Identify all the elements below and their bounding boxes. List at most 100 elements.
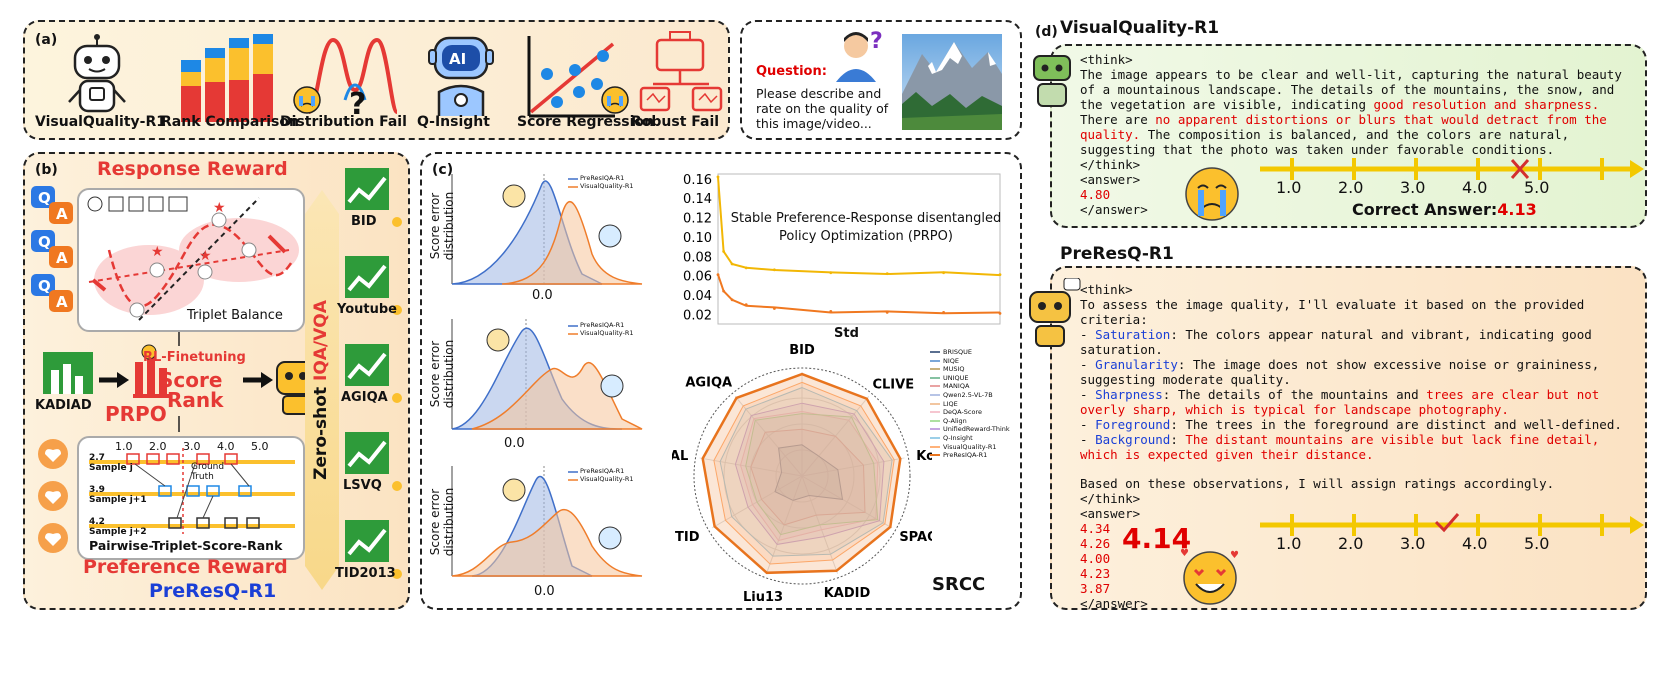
line-point — [829, 271, 833, 275]
radar-legend-item: MUSIQ — [930, 365, 1010, 374]
question-panel: Question: Please describe and rate on th… — [740, 20, 1022, 140]
vq-tick-3: 3.0 — [1400, 178, 1426, 197]
pr-score-scale — [1260, 513, 1644, 536]
pr-item-foreground-value: : The trees in the foreground are distin… — [1170, 417, 1622, 432]
ground-truth-word-2: Truth — [191, 472, 214, 482]
model1-title: VisualQuality-R1 — [1060, 18, 1220, 38]
model2-title: PreResQ-R1 — [1060, 244, 1174, 264]
dataset-label-youtube: Youtube — [337, 302, 397, 317]
legend-3-orange: VisualQuality-R1 — [580, 475, 634, 483]
qa-letter-q3: Q — [38, 277, 51, 295]
qa-pair-1 — [31, 186, 73, 224]
pairwise-graph — [89, 448, 295, 534]
kadiad-icon — [43, 352, 93, 394]
dist-ylabel-3: Score error distribution — [428, 488, 456, 556]
radar-legend-swatch — [930, 436, 940, 439]
ground-truth-word-1: Ground — [191, 462, 225, 472]
dist-xtick-3: 0.0 — [534, 584, 555, 599]
radar-legend-swatch — [930, 445, 940, 448]
quality-icons — [87, 196, 188, 212]
radar-legend-label: Qwen2.5-VL-7B — [943, 390, 993, 399]
panel-c: (c) PreResIQA-R1 VisualQuality-R1 PreResI… — [420, 152, 1022, 610]
kadiad-label: KADIAD — [35, 398, 92, 413]
svg-text:★: ★ — [213, 200, 226, 216]
rl-finetuning-label: RL-Finetuning — [143, 350, 246, 365]
line-chart-ytick: 0.06 — [683, 270, 712, 285]
dataset-icon-lsvq — [345, 432, 402, 491]
line-chart-ytick: 0.12 — [683, 212, 712, 227]
radar-series-Q-Insight — [719, 387, 893, 557]
pr-item-granularity: - Granularity: The image does not show e… — [1080, 357, 1600, 387]
pr-tick-3: 3.0 — [1400, 534, 1426, 553]
qa-letter-a2: A — [56, 249, 68, 267]
legend-swatches-2 — [568, 325, 578, 335]
dist-plot-1 — [451, 174, 643, 285]
radar-legend-swatch — [930, 368, 940, 371]
radar-chart: BID CLIVE KonIQ SPAQ KADID Liu13 TID PIPAL AGIQA — [672, 344, 932, 605]
radar-legend-label: UNIQUE — [943, 373, 969, 382]
pr-item-sharpness-value: : The details of the mountains and — [1162, 387, 1427, 402]
pr-answer-1: 4.34 — [1080, 521, 1111, 536]
dist-ylabel-2-l1: Score error — [428, 340, 442, 408]
line-point — [885, 310, 889, 314]
dist-ylabel-3-l2: distribution — [442, 487, 456, 557]
question-label: Question: — [756, 64, 827, 79]
radar-outer-ring — [693, 367, 911, 585]
robot-pr-icon-large — [1029, 278, 1081, 347]
dist-ylabel-1-l1: Score error — [428, 192, 442, 260]
pr-item-background-value: : — [1170, 432, 1186, 447]
pr-response: <think> To assess the image quality, I'l… — [1080, 282, 1640, 611]
line-point — [998, 311, 1002, 315]
score-regression-icon — [527, 36, 629, 118]
radar-axis-label: CLIVE — [872, 378, 914, 393]
pr-answer-open: <answer> — [1080, 506, 1141, 521]
line-point — [722, 289, 726, 293]
qa-pair-3 — [31, 274, 73, 312]
robot-icon — [68, 34, 126, 113]
line-point — [829, 310, 833, 313]
vq-tick-2: 2.0 — [1338, 178, 1364, 197]
person-question-icon: ? — [836, 29, 883, 82]
panel-d-top: <think> The image appears to be clear an… — [1033, 44, 1647, 228]
dataset-icons — [345, 168, 402, 579]
radar-legend-swatch — [930, 351, 940, 353]
dist-ylabel-3-l1: Score error — [428, 488, 442, 556]
svg-text:AI: AI — [449, 50, 466, 68]
radar-legend-item: DeQA-Score — [930, 408, 1010, 417]
gear-icon — [141, 344, 157, 360]
label-q-insight: Q-Insight — [417, 114, 490, 130]
pr-answer-close: </answer> — [1080, 596, 1148, 611]
radar-spoke — [734, 396, 803, 477]
line-chart-ytick: 0.04 — [683, 289, 712, 304]
radar-legend-label: MANIQA — [943, 382, 970, 391]
radar-legend-swatch — [930, 385, 940, 388]
pr-item-sharpness-red: trees are clear but not overly sharp, wh… — [1080, 387, 1600, 417]
panel-b-label: (b) — [35, 162, 58, 178]
radar-series-MANIQA — [750, 428, 866, 526]
line-chart-frame — [717, 173, 1001, 325]
radar-legend-swatch — [930, 419, 940, 422]
vq-response: <think> The image appears to be clear an… — [1080, 52, 1636, 217]
line-chart-title: Stable Preference-Response disentangled … — [718, 210, 1014, 246]
vq-tick-5: 5.0 — [1524, 178, 1550, 197]
sample-j-name: Sample j — [89, 463, 133, 473]
pr-item-saturation-value: : The colors appear natural and vibrant,… — [1080, 327, 1592, 357]
vq-tick-1: 1.0 — [1276, 178, 1302, 197]
radar-axis-label: BID — [789, 344, 815, 358]
svg-text:♥: ♥ — [1180, 548, 1189, 559]
sample-j1: 3.9 Sample j+1 — [89, 485, 147, 505]
dataset-label-lsvq: LSVQ — [343, 478, 382, 493]
line-point — [942, 310, 945, 314]
radar-legend-item: UNIQUE — [930, 374, 1010, 383]
pr-item-saturation: - Saturation: The colors appear natural … — [1080, 327, 1592, 357]
panel-a-label: (a) — [35, 32, 58, 48]
pr-tick-5: 5.0 — [1524, 534, 1550, 553]
svg-text:★: ★ — [151, 244, 164, 260]
legend-3-blue: PreResIQA-R1 — [580, 467, 625, 475]
radar-spoke — [801, 457, 905, 477]
pairwise-label: Pairwise-Triplet-Score-Rank — [89, 538, 283, 553]
heart-icon-3 — [38, 523, 68, 553]
pairwise-tick-3: 3.0 — [183, 440, 201, 453]
correct-answer-label: Correct Answer: — [1352, 200, 1498, 219]
zero-shot-arrow — [305, 190, 339, 590]
